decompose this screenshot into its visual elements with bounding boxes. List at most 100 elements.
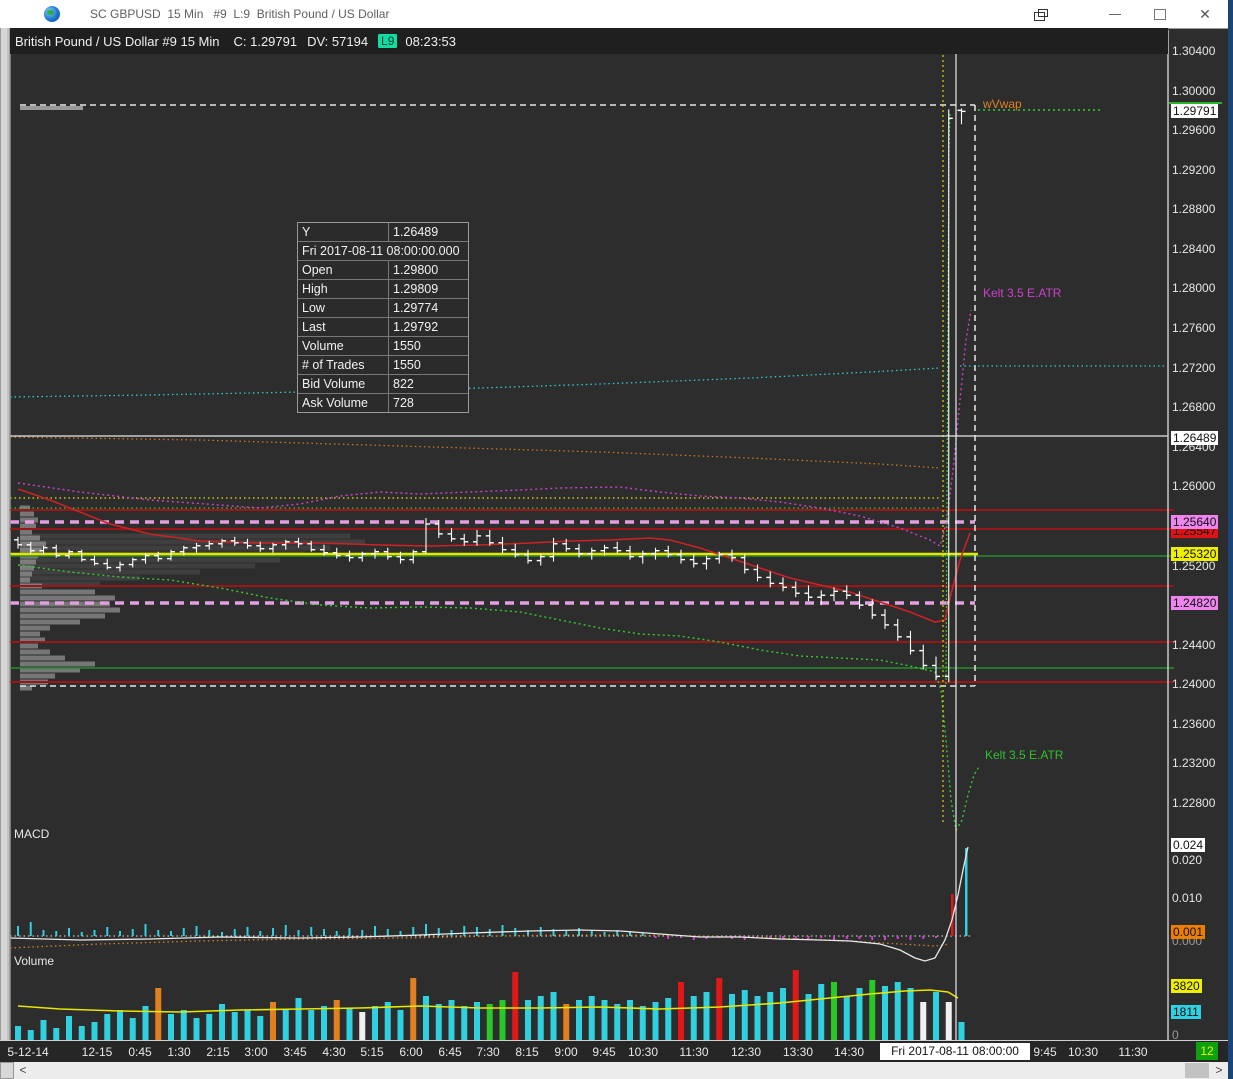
macd-panel-label: MACD [14,827,50,841]
clock-readout: 08:23:53 [405,33,457,49]
daily-volume-readout: DV: 57194 [307,33,369,49]
price-tick: 1.26000 [1172,479,1216,494]
tooltip-field-name: Bid Volume [298,375,389,393]
minimize-button[interactable] [1098,0,1132,28]
maximize-button[interactable] [1143,0,1177,28]
horizontal-scrollbar[interactable]: < > [0,1062,1228,1079]
last-price-readout: C: 1.29791 [233,33,298,49]
scroll-right-arrow-icon[interactable]: > [1215,1063,1223,1077]
tooltip-row: Last 1.29792 [298,317,468,336]
time-tick-label: 10:30 [1067,1045,1099,1059]
macd-badge: 0.024 [1171,837,1206,852]
scroll-left-arrow-icon[interactable]: < [19,1063,27,1077]
macd-badge: 0.001 [1171,925,1206,940]
title-bar: SC GBPUSD 15 Min #9 L:9 British Pound / … [0,0,1233,29]
time-tick-label: 9:45 [592,1045,616,1059]
symbol-title: British Pound / US Dollar #9 15 Min [15,33,220,49]
tooltip-row: Ask Volume 728 [298,393,468,412]
tooltip-field-value: 1.29774 [393,301,439,315]
globe-app-icon [44,6,60,22]
price-tick: 1.29200 [1172,162,1216,177]
time-tick-label: 6:00 [399,1045,423,1059]
time-tick-label: 9:45 [1033,1045,1057,1059]
tooltip-field-value: 1.29792 [393,320,439,334]
time-axis[interactable]: Fri 2017-08-11 08:00:00 12 5-12-14 12-15 0… [0,1040,1228,1063]
maximize-icon [1154,8,1166,20]
tooltip-field-name: Low [298,299,389,317]
scrollbar-corner [0,1062,14,1079]
wvwap-label: wVwap [983,97,1022,111]
time-tick-label: 0:45 [128,1045,152,1059]
tooltip-field-value: 1550 [393,339,421,353]
minimize-icon [1109,13,1121,15]
tooltip-row: High 1.29809 [298,279,468,298]
tooltip-field-name: Y [298,223,389,241]
keltner-lower-label: Kelt 3.5 E.ATR [985,748,1064,762]
time-tick-label: 4:30 [322,1045,346,1059]
tooltip-row: Y 1.26489 [298,223,468,241]
close-button[interactable]: ✕ [1188,0,1222,28]
time-tick-label: 13:30 [782,1045,814,1059]
tooltip-field-name: High [298,280,389,298]
tooltip-datetime: Fri 2017-08-11 08:00:00.000 [298,241,468,260]
tooltip-row: Low 1.29774 [298,298,468,317]
time-tick-label: 11:30 [1118,1045,1148,1059]
tooltip-field-value: 822 [393,377,414,391]
price-tick: 1.28800 [1172,202,1216,217]
volume-zero-tick: 0 [1172,1028,1179,1042]
tooltip-field-value: 1.29800 [393,263,439,277]
price-tick: 1.24000 [1172,677,1216,692]
window-title: SC GBPUSD 15 Min #9 L:9 British Pound / … [90,7,390,21]
time-tick-label: 2:15 [206,1045,230,1059]
price-badge: 1.25640 [1171,515,1219,529]
time-tick-label: 5-12-14 [7,1045,49,1059]
time-tick-label: 12:30 [730,1045,762,1059]
price-tick: 1.23200 [1172,756,1216,771]
tooltip-field-value: 728 [393,396,414,410]
chart-link-badge[interactable]: L9 [378,34,398,48]
volume-badge: 3820 [1171,979,1202,993]
price-tick: 1.27200 [1172,360,1216,375]
price-badge: 1.25320 [1171,546,1219,561]
macd-tick: 0.010 [1172,890,1203,905]
time-tick-label: 11:30 [679,1045,709,1059]
price-tick: 1.30400 [1172,44,1216,58]
window-edge [1228,0,1233,1079]
time-tick-label: 1:30 [167,1045,191,1059]
tooltip-field-name: Volume [298,337,389,355]
price-badge: 1.24820 [1171,596,1219,611]
price-tick: 1.28000 [1172,281,1216,296]
tooltip-field-value: 1.29809 [393,282,439,296]
tooltip-field-value: 1550 [393,358,421,372]
price-tick: 1.29600 [1172,123,1216,138]
time-tick-label: 3:45 [283,1045,307,1059]
tooltip-row: Volume 1550 [298,336,468,355]
tooltip-row: # of Trades 1550 [298,355,468,374]
price-tick: 1.27600 [1172,321,1216,336]
tooltip-field-name: # of Trades [298,356,389,374]
price-tick: 1.23600 [1172,716,1216,731]
tooltip-row: Bid Volume 822 [298,374,468,393]
volume-panel-label: Volume [14,954,55,968]
time-tick-label: 8:15 [515,1045,539,1059]
time-tick-label: 14:30 [833,1045,865,1059]
time-tick-label: 5:15 [360,1045,384,1059]
tooltip-field-value: 1.26489 [393,225,439,239]
time-tick-label: 12-15 [81,1045,113,1059]
tooltip-field-name: Last [298,318,389,336]
time-tick-label: 9:00 [554,1045,578,1059]
price-badge: 1.26489 [1171,430,1219,445]
time-tick-label: 6:45 [438,1045,462,1059]
scrollbar-thumb[interactable] [1185,1063,1209,1078]
price-badge: 1.29791 [1171,104,1219,119]
tooltip-field-name: Ask Volume [298,394,389,412]
time-tick-label: 7:30 [476,1045,500,1059]
tooltip-field-name: Open [298,261,389,279]
notification-window-icon[interactable] [1023,0,1057,28]
keltner-upper-label: Kelt 3.5 E.ATR [983,286,1062,300]
price-tick: 1.30000 [1172,83,1216,98]
bar-count-badge: 12 [1196,1042,1218,1060]
price-axis[interactable]: 1.30400 1.30000 1.29600 1.29200 1.28800 1.284… [1168,28,1228,1062]
